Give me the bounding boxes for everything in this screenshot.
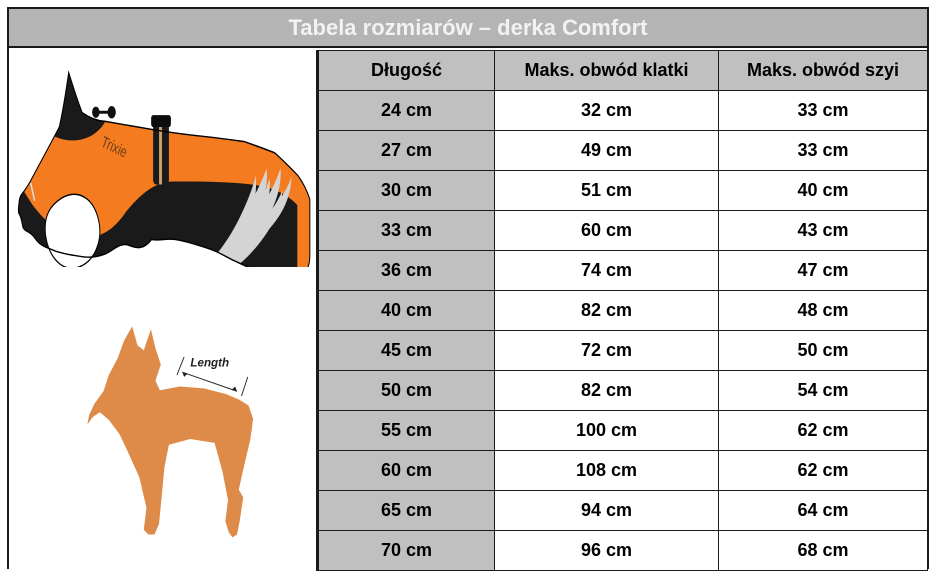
svg-text:Length: Length: [190, 355, 229, 369]
